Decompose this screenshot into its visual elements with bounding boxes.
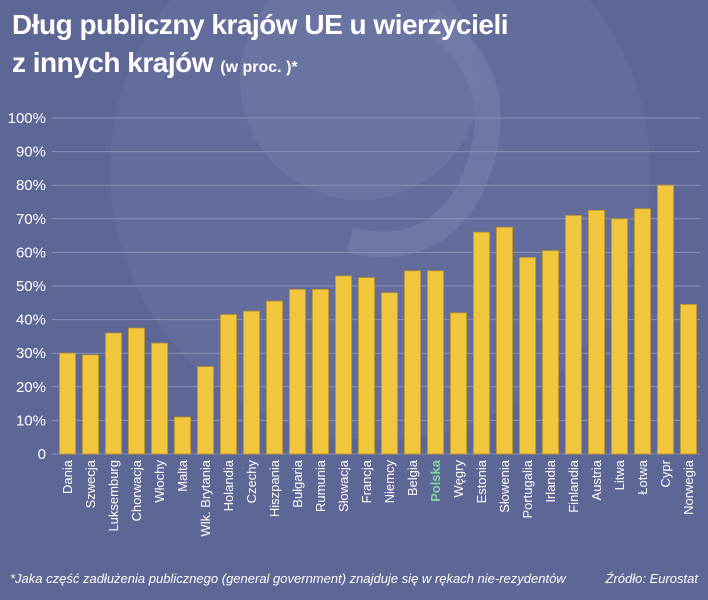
x-tick-label: Hiszpania: [267, 459, 282, 517]
x-tick-label: Malta: [175, 459, 190, 492]
y-tick-label: 80%: [16, 177, 46, 194]
bar-węgry: [450, 312, 467, 455]
bar-polska: [427, 270, 444, 455]
y-tick-label: 60%: [16, 244, 46, 261]
bar-chorwacja: [128, 327, 145, 455]
x-tick-label: Chorwacja: [129, 459, 144, 521]
bar-słowenia: [496, 226, 513, 455]
x-tick-label: Luksemburg: [106, 460, 121, 532]
bar-niemcy: [381, 292, 398, 455]
x-tick-label: Holandia: [221, 459, 236, 511]
title-unit: (w proc. )*: [220, 59, 298, 76]
bar-austria: [588, 209, 605, 455]
x-tick-label: Czechy: [244, 460, 259, 504]
bar-irlandia: [542, 250, 559, 455]
x-tick-label: Irlandia: [543, 459, 558, 502]
x-tick-label: Belgia: [405, 459, 420, 496]
x-tick-label: Łotwa: [635, 459, 650, 494]
y-tick-label: 10%: [16, 412, 46, 429]
y-tick-label: 30%: [16, 345, 46, 362]
bar-belgia: [404, 270, 421, 455]
bar-łotwa: [634, 208, 651, 455]
bar-bułgaria: [289, 288, 306, 455]
x-tick-label: Portugalia: [520, 459, 535, 518]
title-line-2-text: z innych krajów: [12, 47, 214, 78]
x-tick-label: Słowacja: [336, 459, 351, 512]
x-tick-label: Norwegia: [681, 459, 696, 515]
x-tick-label: Wlk. Brytania: [198, 459, 213, 536]
x-tick-label: Bułgaria: [290, 459, 305, 507]
x-tick-label: Słowenia: [497, 459, 512, 513]
bar-słowacja: [335, 275, 352, 455]
source-note: Źródło: Eurostat: [605, 571, 699, 586]
bar-estonia: [473, 231, 490, 455]
title-line-2: z innych krajów (w proc. )*: [12, 44, 508, 87]
bar-norwegia: [680, 304, 697, 455]
x-tick-label: Cypr: [658, 459, 673, 487]
x-tick-label: Francja: [359, 459, 374, 503]
bar-finlandia: [565, 215, 582, 455]
bar-luksemburg: [105, 332, 122, 455]
y-tick-label: 50%: [16, 278, 46, 295]
y-tick-label: 0: [38, 446, 46, 463]
bar-litwa: [611, 218, 628, 455]
bar-francja: [358, 277, 375, 455]
x-tick-label: Szwecja: [83, 459, 98, 508]
bar-portugalia: [519, 257, 536, 455]
y-tick-label: 40%: [16, 312, 46, 329]
x-tick-label: Włochy: [152, 460, 167, 503]
bar-cypr: [657, 184, 674, 455]
y-axis-ticks: 0 10% 20% 30% 40% 50% 60% 70% 80% 90% 100%: [8, 110, 46, 463]
x-tick-label: Niemcy: [382, 460, 397, 504]
bar-dania: [59, 352, 76, 455]
y-tick-label: 70%: [16, 211, 46, 228]
bar-rumunia: [312, 288, 329, 455]
bar-holandia: [220, 314, 237, 455]
bar-szwecja: [82, 354, 99, 455]
bar-włochy: [151, 342, 168, 455]
x-axis-labels: Dania Szwecja Luksemburg Chorwacja Włochy Mal…: [60, 459, 696, 536]
bar-czechy: [243, 310, 260, 455]
x-tick-label: Dania: [60, 459, 75, 494]
y-tick-label: 90%: [16, 144, 46, 161]
x-tick-label: Litwa: [612, 459, 627, 490]
x-tick-label: Finlandia: [566, 459, 581, 513]
title-line-1: Dług publiczny krajów UE u wierzycieli: [12, 9, 509, 40]
x-tick-label: Estonia: [474, 459, 489, 503]
x-tick-label: Rumunia: [313, 459, 328, 512]
chart-title: Dług publiczny krajów UE u wierzycieli z…: [12, 6, 509, 87]
bar-wlk-brytania: [197, 366, 214, 455]
x-tick-label: Polska: [428, 459, 443, 502]
bar-hiszpania: [266, 300, 283, 455]
bars-layer: [59, 184, 697, 455]
footnote: *Jaka część zadłużenia publicznego (gene…: [10, 571, 566, 586]
y-tick-label: 20%: [16, 379, 46, 396]
bar-malta: [174, 416, 191, 455]
x-tick-label: Węgry: [451, 460, 466, 498]
x-tick-label: Austria: [589, 459, 604, 500]
y-tick-label: 100%: [8, 110, 46, 127]
